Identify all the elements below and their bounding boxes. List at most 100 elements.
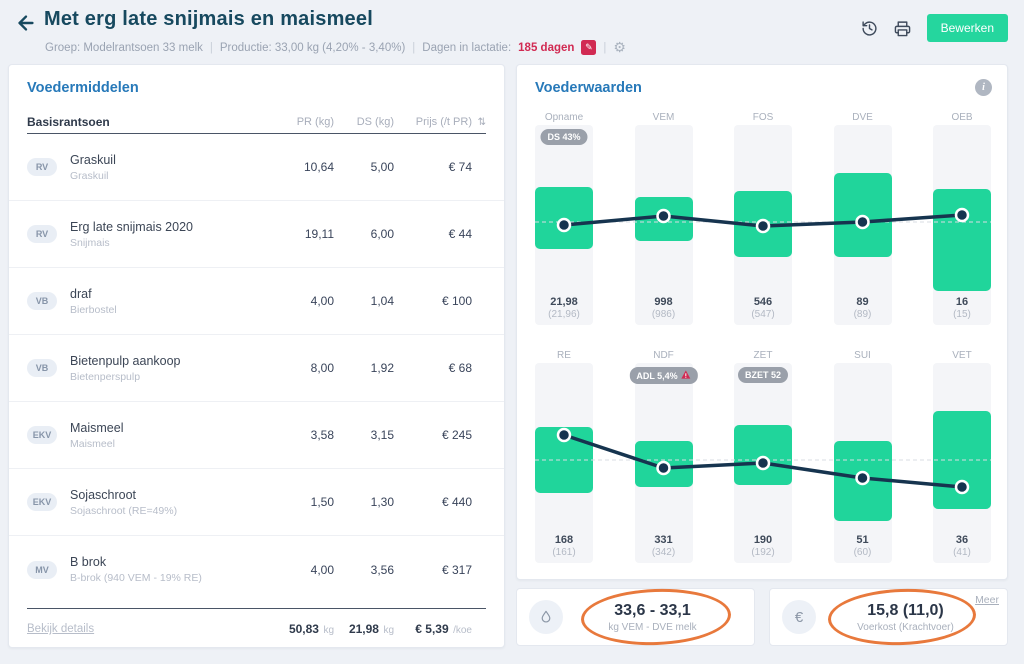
- norm-range-bar: [734, 191, 792, 257]
- feed-name: Sojaschroot: [70, 487, 137, 502]
- chart-column-vem: VEM 998 (986): [634, 112, 693, 325]
- feed-name: draf: [70, 286, 92, 301]
- header-divider: [27, 133, 486, 134]
- metric-label: Opname: [544, 112, 584, 123]
- metric-value: 51: [856, 534, 869, 546]
- feed-row[interactable]: EKV Sojaschroot Sojaschroot (RE=49%) 1,50 1,…: [9, 469, 504, 536]
- feed-price-value: € 440: [441, 495, 472, 509]
- metric-track: 36 (41): [933, 363, 991, 563]
- metric-norm: (192): [751, 547, 775, 558]
- metric-norm: (547): [751, 309, 775, 320]
- feed-row[interactable]: RV Graskuil Graskuil 10,64 5,00 € 74: [9, 134, 504, 201]
- metric-norm: (21,96): [548, 309, 580, 320]
- metric-norm: (15): [953, 309, 971, 320]
- metric-value: 16: [955, 296, 969, 308]
- chart-column-zet: ZET BZET 52 190 (192): [734, 350, 792, 563]
- chart-column-opname: Opname DS 43% 21,98 (21,96): [535, 112, 593, 325]
- more-link[interactable]: Meer: [975, 594, 999, 606]
- milk-stat-label: kg VEM - DVE melk: [608, 621, 697, 633]
- edit-button[interactable]: Bewerken: [926, 14, 1008, 42]
- metric-track: 168 (161): [535, 363, 593, 563]
- metric-norm: (89): [853, 309, 872, 320]
- metric-value: 21,98: [550, 296, 578, 308]
- feed-row[interactable]: EKV Maismeel Maismeel 3,58 3,15 € 245: [9, 402, 504, 469]
- feed-type-badge: VB: [27, 359, 57, 377]
- feed-row[interactable]: VB draf Bierbostel 4,00 1,04 € 100: [9, 268, 504, 335]
- metric-track: ADL 5,4% 331 (342): [629, 363, 698, 563]
- feed-values-chart-top: Opname DS 43% 21,98 (21,96) VEM 998 (986) FOS 54…: [535, 112, 991, 325]
- feed-ds-value: 5,00: [370, 160, 394, 174]
- feed-ds-value: 1,92: [370, 361, 394, 375]
- edit-lactation-icon[interactable]: ✎: [581, 40, 597, 55]
- feed-price-value: € 44: [448, 227, 472, 241]
- euro-icon: €: [782, 600, 816, 634]
- values-panel-title: Voederwaarden: [535, 80, 642, 96]
- feed-price-value: € 100: [441, 294, 472, 308]
- history-icon[interactable]: [861, 20, 878, 37]
- feed-ds-value: 1,04: [370, 294, 394, 308]
- metric-label: VET: [952, 350, 972, 361]
- feed-price-value: € 68: [448, 361, 472, 375]
- feed-type-badge: VB: [27, 292, 57, 310]
- feed-panel: Voedermiddelen Basisrantsoen PR (kg) DS …: [8, 64, 505, 648]
- feed-values-panel: Voederwaarden i Opname DS 43% 21,98 (21,96)…: [516, 64, 1008, 580]
- feed-type-badge: RV: [27, 158, 57, 176]
- norm-range-bar: [933, 411, 991, 509]
- footer-divider: [27, 608, 486, 609]
- milk-production-stat: 33,6 - 33,1 kg VEM - DVE melk: [516, 586, 755, 648]
- metric-track: 998 (986): [634, 125, 693, 325]
- page-title: Met erg late snijmais en maismeel: [44, 8, 373, 30]
- feed-row[interactable]: MV B brok B-brok (940 VEM - 19% RE) 4,00 3,5…: [9, 536, 504, 603]
- feed-subname: Maismeel: [70, 437, 115, 450]
- metric-label: DVE: [852, 112, 873, 123]
- metric-value: 89: [856, 296, 869, 308]
- feed-type-badge: RV: [27, 225, 57, 243]
- feed-cost-stat: € 15,8 (11,0) Voerkost (Krachtvoer) Meer: [769, 586, 1008, 648]
- sort-icon[interactable]: ⇅: [477, 116, 486, 128]
- feed-name: B brok: [70, 555, 107, 569]
- metric-norm: (986): [651, 309, 676, 320]
- settings-gear-icon[interactable]: ⚙: [613, 39, 626, 55]
- feed-name: Maismeel: [70, 420, 124, 435]
- feed-name: Erg late snijmais 2020: [70, 219, 193, 234]
- group-meta: Groep: Modelrantsoen 33 melk: [45, 41, 203, 54]
- feed-type-badge: EKV: [27, 493, 57, 511]
- norm-range-bar: [535, 187, 593, 249]
- info-icon[interactable]: i: [975, 79, 992, 96]
- milk-stat-value: 33,6 - 33,1: [614, 601, 691, 619]
- feed-row[interactable]: VB Bietenpulp aankoop Bietenperspulp 8,00 1,…: [9, 335, 504, 402]
- table-footer: Bekijk details 50,83 kg 21,98 kg € 5,39 …: [27, 622, 472, 636]
- metric-value: 36: [955, 534, 969, 546]
- total-pr: 50,83: [288, 622, 319, 636]
- metric-badge: BZET 52: [737, 367, 789, 383]
- cost-stat-label: Voerkost (Krachtvoer): [857, 621, 954, 633]
- feed-pr-value: 4,00: [310, 562, 334, 577]
- metric-label: OEB: [951, 112, 973, 123]
- lactation-label: Dagen in lactatie:: [422, 41, 512, 54]
- feed-subname: Bietenperspulp: [70, 370, 141, 383]
- metric-value: 998: [654, 296, 673, 308]
- feed-pr-value: 10,64: [303, 160, 334, 174]
- metric-label: RE: [557, 350, 571, 361]
- back-arrow-icon[interactable]: [15, 12, 37, 34]
- chart-column-vet: VET 36 (41): [933, 350, 991, 563]
- feed-pr-value: 3,58: [310, 428, 334, 442]
- metric-value: 168: [554, 534, 574, 546]
- view-details-link[interactable]: Bekijk details: [27, 623, 95, 635]
- feed-name: Graskuil: [70, 152, 116, 167]
- feed-values-chart-bottom: RE 168 (161) NDF ADL 5,4% 331 (342) ZET BZET 52 1…: [535, 350, 991, 563]
- feed-ds-value: 1,30: [370, 495, 394, 509]
- metric-track: 51 (60): [833, 363, 892, 563]
- column-header-ds: DS (kg): [356, 116, 394, 128]
- feed-row[interactable]: RV Erg late snijmais 2020 Snijmais 19,11 6,0…: [9, 201, 504, 268]
- metric-badge: DS 43%: [540, 129, 588, 145]
- print-icon[interactable]: [894, 20, 911, 37]
- table-header: Basisrantsoen PR (kg) DS (kg) Prijs (/t …: [9, 111, 504, 133]
- metric-label: FOS: [752, 112, 774, 123]
- norm-range-bar: [933, 189, 991, 291]
- metric-norm: (342): [651, 547, 676, 558]
- metric-track: 89 (89): [833, 125, 892, 325]
- feed-table-rows: RV Graskuil Graskuil 10,64 5,00 € 74 RV Erg lat…: [9, 134, 504, 603]
- feed-ds-value: 6,00: [370, 227, 394, 241]
- metric-label: NDF: [653, 350, 674, 361]
